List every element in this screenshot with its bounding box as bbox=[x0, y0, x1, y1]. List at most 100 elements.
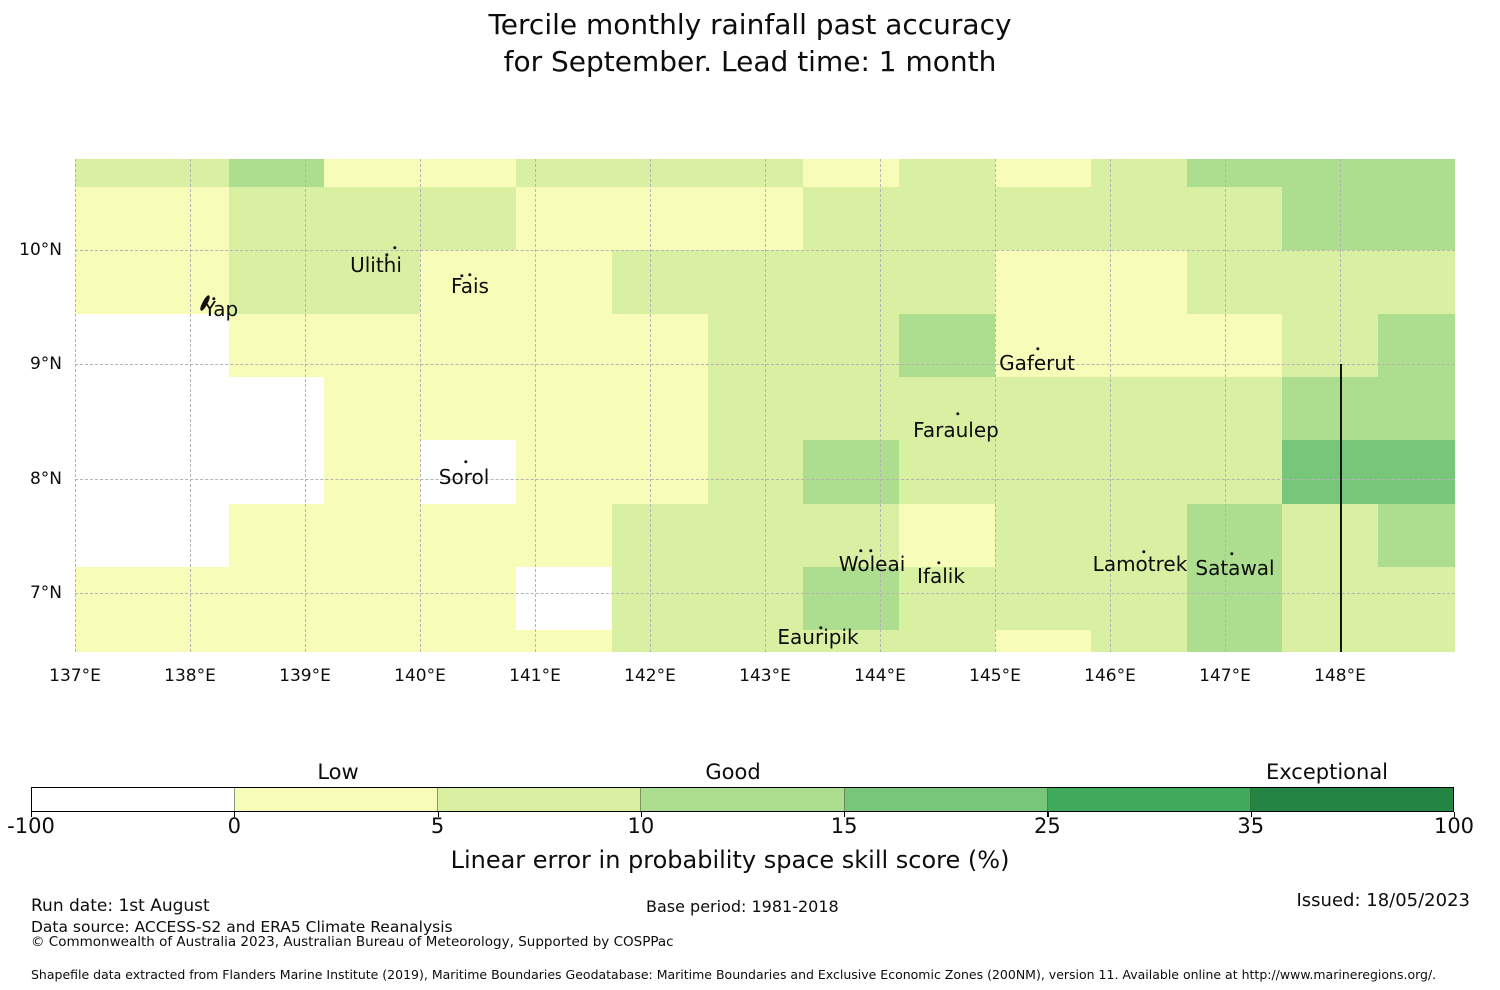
map-cell-r4-c2 bbox=[228, 377, 325, 441]
island-label-eauripik: Eauripik bbox=[777, 625, 859, 649]
map-cell-r7-c0 bbox=[75, 567, 133, 631]
title-line2: for September. Lead time: 1 month bbox=[503, 45, 997, 78]
map-cell-r4-c7 bbox=[707, 377, 804, 441]
eez-boundary-line bbox=[1340, 364, 1342, 652]
map-cell-r0-c11 bbox=[1090, 159, 1187, 187]
map-cell-r0-c8 bbox=[803, 159, 900, 187]
map-cell-r5-c2 bbox=[228, 440, 325, 504]
map-cell-r3-c14 bbox=[1378, 313, 1455, 377]
island-label-satawal: Satawal bbox=[1195, 556, 1275, 580]
map-cell-r4-c10 bbox=[995, 377, 1091, 441]
colorbar-segment-4 bbox=[844, 788, 1048, 811]
island-label-fais: Fais bbox=[451, 274, 489, 298]
y-tick-label: 10°N bbox=[19, 240, 62, 260]
island-label-ulithi: Ulithi bbox=[350, 253, 402, 277]
map-cell-r8-c1 bbox=[132, 630, 229, 652]
island-label-yap: Yap bbox=[203, 297, 239, 321]
map-cell-r8-c6 bbox=[611, 630, 708, 652]
colorbar-region-label-good: Good bbox=[705, 760, 761, 784]
map-cell-r4-c3 bbox=[324, 377, 421, 441]
colorbar-tick-label: -100 bbox=[7, 814, 55, 838]
map-cell-r3-c0 bbox=[75, 313, 133, 377]
map-cell-r5-c8 bbox=[803, 440, 900, 504]
map-cell-r4-c5 bbox=[516, 377, 612, 441]
map-cell-r6-c5 bbox=[516, 503, 612, 567]
map-cell-r1-c8 bbox=[803, 187, 900, 251]
footer-issued: Issued: 18/05/2023 bbox=[1296, 890, 1470, 911]
map-cell-r8-c14 bbox=[1378, 630, 1455, 652]
map-cell-r0-c4 bbox=[420, 159, 516, 187]
map-cell-r3-c13 bbox=[1282, 313, 1379, 377]
colorbar-tick-mark bbox=[640, 812, 643, 817]
map-cell-r3-c2 bbox=[228, 313, 325, 377]
y-tick-label: 9°N bbox=[29, 353, 62, 374]
map-cell-r3-c3 bbox=[324, 313, 421, 377]
colorbar-segment-0 bbox=[32, 788, 236, 811]
colorbar-segment-6 bbox=[1250, 788, 1453, 811]
map-cell-r0-c13 bbox=[1282, 159, 1379, 187]
x-tick-label: 140°E bbox=[394, 666, 446, 686]
map-cell-r7-c6 bbox=[611, 567, 708, 631]
map-cell-r1-c5 bbox=[516, 187, 612, 251]
island-label-lamotrek: Lamotrek bbox=[1092, 552, 1188, 576]
map-cell-r6-c7 bbox=[707, 503, 804, 567]
colorbar-tick-label: 5 bbox=[430, 814, 445, 838]
colorbar-region-label-exceptional: Exceptional bbox=[1265, 760, 1389, 784]
island-marker-lamotrek bbox=[1142, 550, 1146, 554]
map-cell-r3-c7 bbox=[707, 313, 804, 377]
footer-base-period: Base period: 1981-2018 bbox=[646, 897, 839, 916]
map-cell-r7-c10 bbox=[995, 567, 1091, 631]
x-tick-label: 143°E bbox=[739, 666, 791, 686]
map-cell-r2-c3 bbox=[324, 250, 421, 314]
map-cell-r4-c9 bbox=[899, 377, 995, 441]
map-cell-r0-c9 bbox=[899, 159, 995, 187]
island-label-gaferut: Gaferut bbox=[999, 351, 1075, 375]
colorbar-segment-3 bbox=[641, 788, 845, 811]
x-tick-label: 146°E bbox=[1084, 666, 1136, 686]
island-label-faraulep: Faraulep bbox=[913, 418, 999, 442]
x-tick-label: 137°E bbox=[49, 666, 101, 686]
map-cell-r0-c14 bbox=[1378, 159, 1455, 187]
island-marker-ulithi bbox=[385, 253, 389, 257]
map-cell-r0-c2 bbox=[228, 159, 325, 187]
map-cell-r6-c9 bbox=[899, 503, 995, 567]
map-cell-r4-c0 bbox=[75, 377, 133, 441]
colorbar-tick-label: 35 bbox=[1237, 814, 1265, 838]
map-cell-r8-c13 bbox=[1282, 630, 1379, 652]
map-cell-r1-c6 bbox=[611, 187, 708, 251]
island-label-woleai: Woleai bbox=[838, 552, 906, 576]
map-cell-r3-c8 bbox=[803, 313, 900, 377]
map-cell-r7-c13 bbox=[1282, 567, 1379, 631]
map-cell-r5-c1 bbox=[132, 440, 229, 504]
colorbar bbox=[31, 787, 1454, 812]
map-cell-r6-c6 bbox=[611, 503, 708, 567]
map-cell-r1-c9 bbox=[899, 187, 995, 251]
map-cell-r3-c11 bbox=[1090, 313, 1187, 377]
colorbar-tick-mark bbox=[1250, 812, 1252, 817]
map-cell-r0-c12 bbox=[1186, 159, 1283, 187]
island-marker-woleai bbox=[869, 549, 873, 553]
map-cell-r1-c0 bbox=[75, 187, 133, 251]
map-cell-r8-c0 bbox=[75, 630, 133, 652]
map-cell-r2-c10 bbox=[995, 250, 1091, 314]
footer-copyright: © Commonwealth of Australia 2023, Austra… bbox=[31, 934, 674, 950]
map-cell-r8-c4 bbox=[420, 630, 516, 652]
map-cell-r4-c6 bbox=[611, 377, 708, 441]
map-cell-r2-c4 bbox=[420, 250, 516, 314]
island-marker-ifalik bbox=[937, 561, 941, 565]
map-cell-r3-c4 bbox=[420, 313, 516, 377]
colorbar-tick-mark bbox=[1454, 812, 1456, 817]
map-cell-r2-c5 bbox=[516, 250, 612, 314]
gridline-lon bbox=[1110, 159, 1111, 652]
map-cell-r1-c7 bbox=[707, 187, 804, 251]
colorbar-tick-mark bbox=[437, 812, 439, 817]
island-marker-fais bbox=[468, 273, 472, 277]
x-tick-label: 144°E bbox=[854, 666, 906, 686]
gridline-lon bbox=[650, 159, 651, 652]
map-cell-r5-c6 bbox=[611, 440, 708, 504]
map-cell-r8-c5 bbox=[516, 630, 612, 652]
map-cell-r7-c12 bbox=[1186, 567, 1283, 631]
map-cell-r7-c4 bbox=[420, 567, 516, 631]
